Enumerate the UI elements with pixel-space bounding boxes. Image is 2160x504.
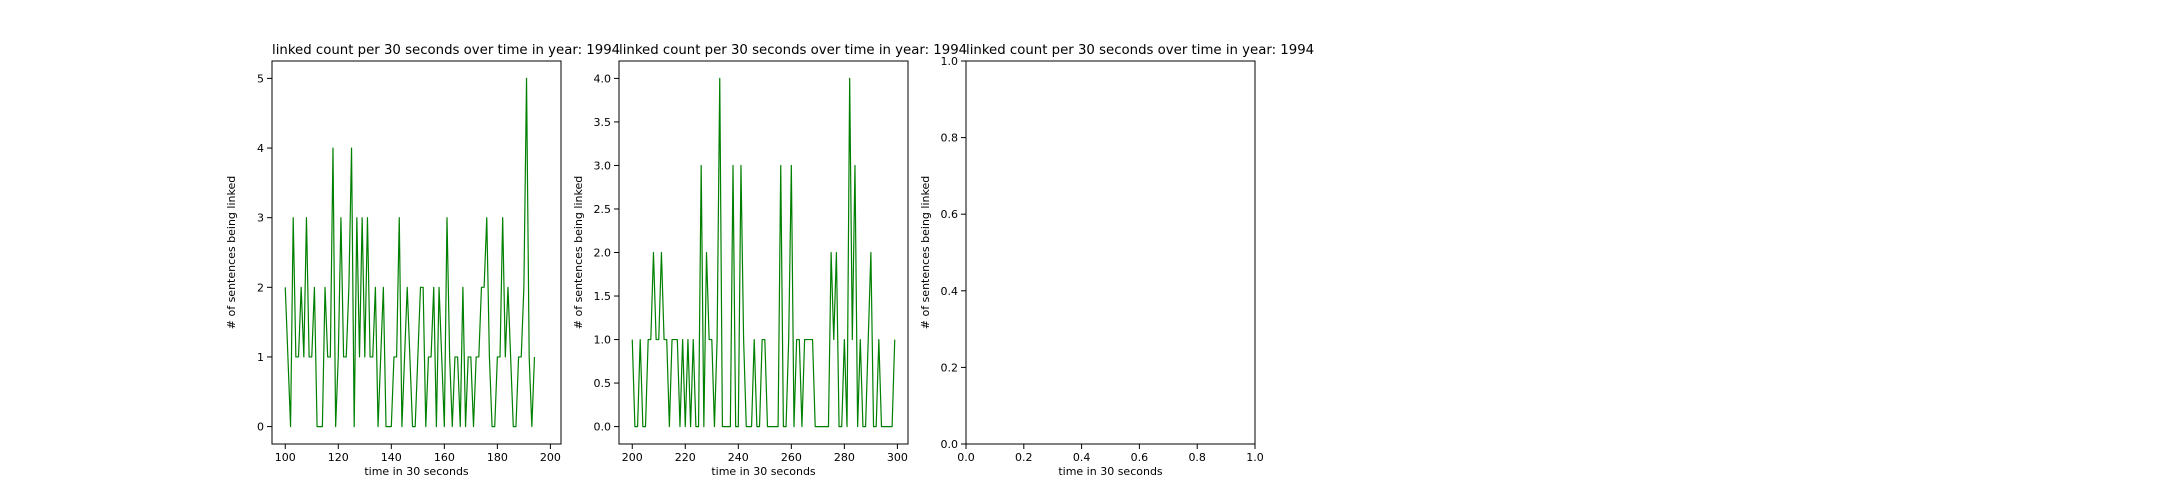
y-tick-label: 2 <box>257 281 264 294</box>
y-tick-label: 0.6 <box>941 208 959 221</box>
y-tick-label: 3.0 <box>594 159 612 172</box>
x-axis-label: time in 30 seconds <box>364 465 469 478</box>
x-tick-label: 120 <box>328 451 349 464</box>
x-tick-label: 1.0 <box>1246 451 1264 464</box>
axes-frame <box>271 60 562 445</box>
y-tick-label: 1 <box>257 351 264 364</box>
y-tick-label: 4.0 <box>594 72 612 85</box>
y-tick-label: 1.0 <box>941 55 959 68</box>
y-tick-label: 4 <box>257 142 264 155</box>
x-tick-label: 260 <box>781 451 802 464</box>
x-tick-label: 180 <box>487 451 508 464</box>
x-tick-label: 100 <box>275 451 296 464</box>
x-axis-label: time in 30 seconds <box>1058 465 1163 478</box>
y-axis-label: # of sentences being linked <box>225 176 238 329</box>
x-tick-label: 0.2 <box>1015 451 1033 464</box>
y-axis-label: # of sentences being linked <box>919 176 932 329</box>
x-tick-label: 280 <box>834 451 855 464</box>
chart-panel-1: linked count per 30 seconds over time in… <box>225 43 620 478</box>
x-tick-label: 0.4 <box>1073 451 1091 464</box>
y-tick-label: 0.5 <box>594 377 612 390</box>
x-tick-label: 200 <box>622 451 643 464</box>
y-tick-label: 0.4 <box>941 285 959 298</box>
y-tick-label: 1.0 <box>594 334 612 347</box>
y-tick-label: 0.0 <box>941 438 959 451</box>
x-axis-label: time in 30 seconds <box>711 465 816 478</box>
x-tick-label: 160 <box>434 451 455 464</box>
x-tick-label: 140 <box>381 451 402 464</box>
y-tick-label: 3.5 <box>594 116 612 129</box>
series-line <box>284 77 536 428</box>
chart-panel-2: linked count per 30 seconds over time in… <box>572 43 967 478</box>
y-tick-label: 2.5 <box>594 203 612 216</box>
y-tick-label: 0.2 <box>941 361 959 374</box>
y-tick-label: 5 <box>257 72 264 85</box>
y-tick-label: 1.5 <box>594 290 612 303</box>
x-tick-label: 240 <box>728 451 749 464</box>
chart-panel-3: linked count per 30 seconds over time in… <box>919 43 1314 478</box>
chart-title: linked count per 30 seconds over time in… <box>272 43 620 58</box>
x-tick-label: 0.6 <box>1131 451 1149 464</box>
y-tick-label: 0.8 <box>941 132 959 145</box>
axes-frame <box>965 60 1256 445</box>
x-tick-label: 300 <box>887 451 908 464</box>
x-tick-label: 0.0 <box>957 451 975 464</box>
x-tick-label: 220 <box>675 451 696 464</box>
series-line <box>631 77 896 428</box>
y-tick-label: 0.0 <box>594 421 612 434</box>
chart-title: linked count per 30 seconds over time in… <box>619 43 967 58</box>
chart-title: linked count per 30 seconds over time in… <box>966 43 1314 58</box>
y-tick-label: 0 <box>257 421 264 434</box>
y-axis-label: # of sentences being linked <box>572 176 585 329</box>
x-tick-label: 0.8 <box>1188 451 1206 464</box>
y-tick-label: 2.0 <box>594 247 612 260</box>
x-tick-label: 200 <box>540 451 561 464</box>
y-tick-label: 3 <box>257 212 264 225</box>
